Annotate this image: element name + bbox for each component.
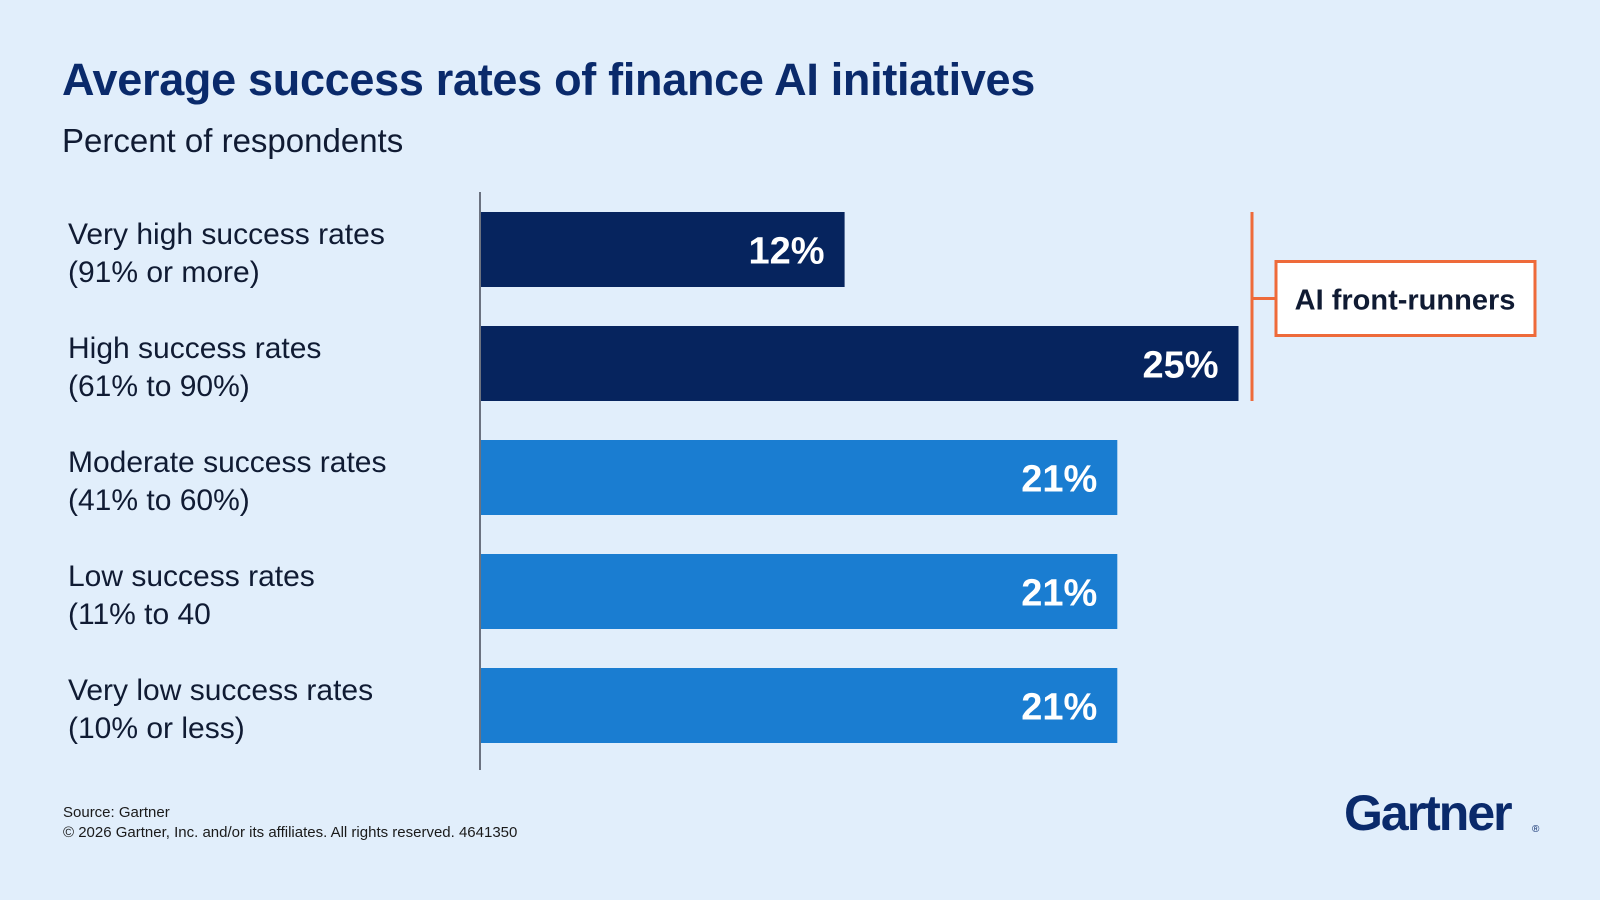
category-label: (91% or more) <box>68 256 260 289</box>
category-label: (10% or less) <box>68 712 245 745</box>
category-label: (11% to 40 <box>68 598 211 631</box>
bar <box>481 668 1118 743</box>
category-label: (61% to 90%) <box>68 370 250 403</box>
chart-title: Average success rates of finance AI init… <box>62 54 1036 105</box>
annotation-label: AI front-runners <box>1295 285 1516 317</box>
bar-value-label: 21% <box>1021 459 1097 501</box>
source-note: Source: Gartner <box>63 804 170 821</box>
bar <box>481 440 1118 515</box>
category-label: (41% to 60%) <box>68 484 250 517</box>
category-label: High success rates <box>68 332 321 365</box>
category-label: Low success rates <box>68 560 315 593</box>
chart-subtitle: Percent of respondents <box>62 122 404 159</box>
category-label: Very high success rates <box>68 218 385 251</box>
bar <box>481 326 1239 401</box>
annotation-box <box>1274 260 1537 337</box>
category-label: Very low success rates <box>68 674 373 707</box>
bar <box>481 212 845 287</box>
registered-mark: ® <box>1532 824 1540 835</box>
bar-value-label: 21% <box>1021 687 1097 729</box>
bar-value-label: 21% <box>1021 573 1097 615</box>
bar-value-label: 12% <box>749 231 825 273</box>
category-label: Moderate success rates <box>68 446 386 479</box>
gartner-logo: Gartner <box>1344 785 1513 841</box>
copyright-note: © 2026 Gartner, Inc. and/or its affiliat… <box>63 824 518 841</box>
bar-value-label: 25% <box>1142 345 1218 387</box>
bar <box>481 554 1118 629</box>
